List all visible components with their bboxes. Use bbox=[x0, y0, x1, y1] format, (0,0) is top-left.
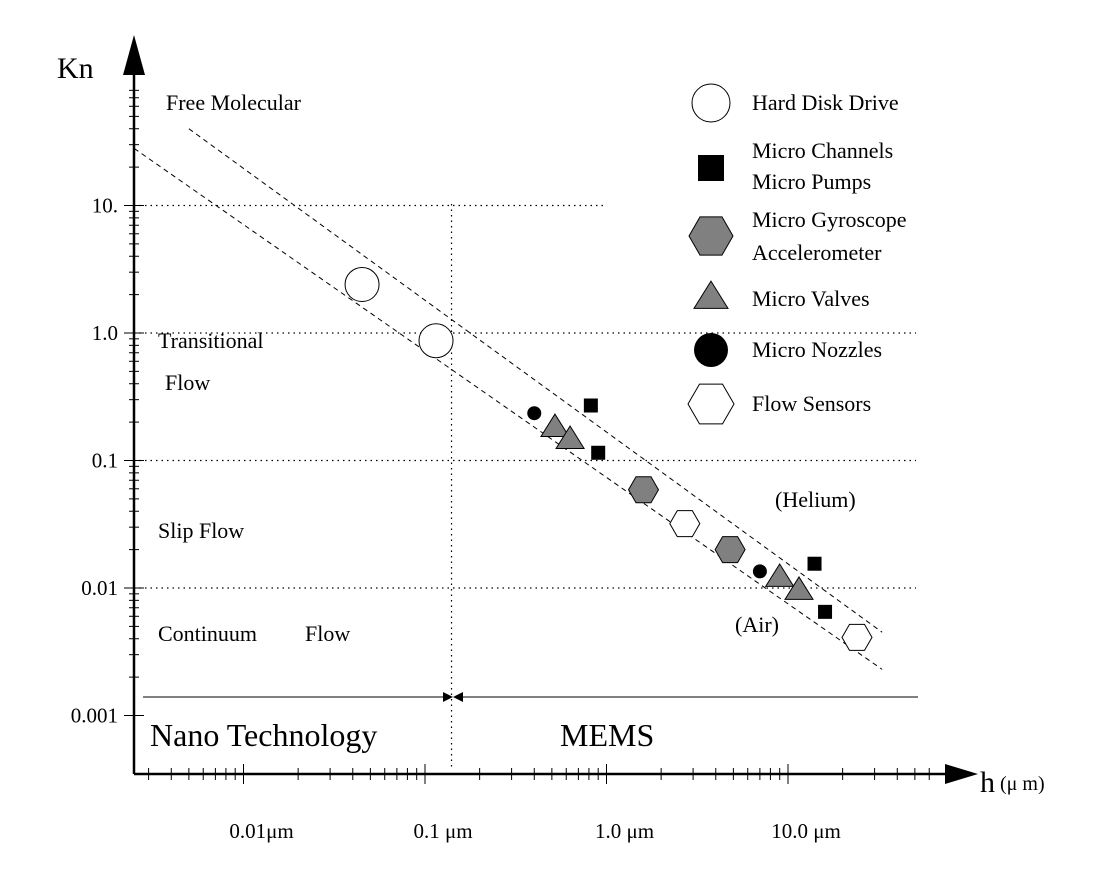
technology-band: Nano Technology MEMS bbox=[143, 692, 918, 753]
legend-label-hard-disk-drive: Hard Disk Drive bbox=[752, 90, 899, 115]
x-tick-label: 0.1 μm bbox=[413, 819, 472, 843]
line-label-air: (Air) bbox=[735, 612, 779, 637]
trend-line-helium bbox=[188, 128, 883, 633]
legend-marker-micro-nozzles-icon bbox=[694, 333, 728, 367]
region-transitional: Transitional bbox=[158, 328, 264, 353]
data-point-micro-nozzles bbox=[752, 564, 767, 579]
trend-lines-layer bbox=[133, 128, 883, 670]
nano-arrow-icon bbox=[443, 692, 453, 702]
y-axis-arrow-icon bbox=[123, 35, 145, 75]
y-tick-label: 0.1 bbox=[92, 449, 118, 473]
data-point-micro-valves bbox=[540, 413, 570, 437]
data-point-micro-channels-micro-pumps bbox=[818, 604, 833, 619]
region-continuum-flow: Flow bbox=[305, 621, 350, 646]
data-point-flow-sensors bbox=[841, 623, 873, 651]
nano-technology-label: Nano Technology bbox=[150, 717, 377, 753]
x-axis-title: h bbox=[980, 766, 995, 799]
legend: Hard Disk Drive Micro Channels Micro Pum… bbox=[687, 83, 907, 425]
legend-marker-hard-disk-drive-icon bbox=[691, 83, 731, 123]
legend-label-accelerometer: Accelerometer bbox=[752, 240, 882, 265]
x-tick-label: 1.0 μm bbox=[595, 819, 654, 843]
trend-line-air bbox=[133, 148, 883, 670]
y-tick-label: 1.0 bbox=[92, 321, 118, 345]
legend-label-micro-channels: Micro Channels bbox=[752, 138, 893, 163]
y-tick-label: 10. bbox=[92, 194, 118, 218]
y-tick-label: 0.01 bbox=[81, 576, 118, 600]
y-axis-title: Kn bbox=[57, 52, 94, 85]
data-point-micro-gyroscope-accelerometer bbox=[627, 476, 660, 504]
legend-label-micro-nozzles: Micro Nozzles bbox=[752, 337, 882, 362]
legend-marker-micro-valves-icon bbox=[693, 280, 729, 309]
data-point-flow-sensors bbox=[669, 510, 701, 538]
y-tick-label: 0.001 bbox=[71, 704, 118, 728]
legend-markers bbox=[687, 83, 735, 425]
data-point-micro-gyroscope-accelerometer bbox=[714, 536, 746, 564]
data-point-micro-valves bbox=[555, 425, 585, 449]
data-point-micro-valves bbox=[764, 563, 795, 587]
data-point-hard-disk-drive bbox=[344, 267, 380, 303]
data-point-micro-channels-micro-pumps bbox=[583, 398, 598, 413]
x-axis-unit: (μ m) bbox=[1000, 773, 1045, 795]
x-tick-label: 10.0 μm bbox=[771, 819, 841, 843]
line-label-helium: (Helium) bbox=[775, 487, 856, 512]
x-axis-arrow-icon bbox=[945, 764, 978, 784]
axes bbox=[123, 35, 978, 784]
ticks-layer bbox=[124, 89, 930, 784]
legend-marker-flow-sensors-icon bbox=[687, 383, 735, 425]
region-transitional-flow: Flow bbox=[165, 370, 210, 395]
data-points-layer bbox=[344, 267, 873, 651]
region-free-molecular: Free Molecular bbox=[166, 90, 302, 115]
data-point-hard-disk-drive bbox=[418, 323, 454, 359]
legend-marker-micro-gyroscope-icon bbox=[688, 216, 734, 256]
legend-marker-micro-channels-icon bbox=[698, 155, 724, 181]
legend-label-flow-sensors: Flow Sensors bbox=[752, 391, 871, 416]
region-slip-flow: Slip Flow bbox=[158, 518, 244, 543]
tick-labels-layer: 10. 1.0 0.1 0.01 0.001 0.01μm 0.1 μm 1.0 μm 10.0… bbox=[71, 194, 841, 844]
x-tick-label: 0.01μm bbox=[229, 819, 293, 843]
mems-label: MEMS bbox=[560, 717, 654, 753]
legend-label-micro-pumps: Micro Pumps bbox=[752, 169, 871, 194]
mems-arrow-icon bbox=[453, 692, 463, 702]
legend-label-micro-valves: Micro Valves bbox=[752, 286, 870, 311]
data-point-micro-nozzles bbox=[527, 406, 542, 421]
region-continuum: Continuum bbox=[158, 621, 257, 646]
grid-layer bbox=[134, 204, 916, 770]
data-point-micro-channels-micro-pumps bbox=[807, 556, 822, 571]
legend-label-micro-gyroscope: Micro Gyroscope bbox=[752, 207, 907, 232]
data-point-micro-valves bbox=[784, 576, 814, 600]
data-point-micro-channels-micro-pumps bbox=[591, 445, 606, 460]
